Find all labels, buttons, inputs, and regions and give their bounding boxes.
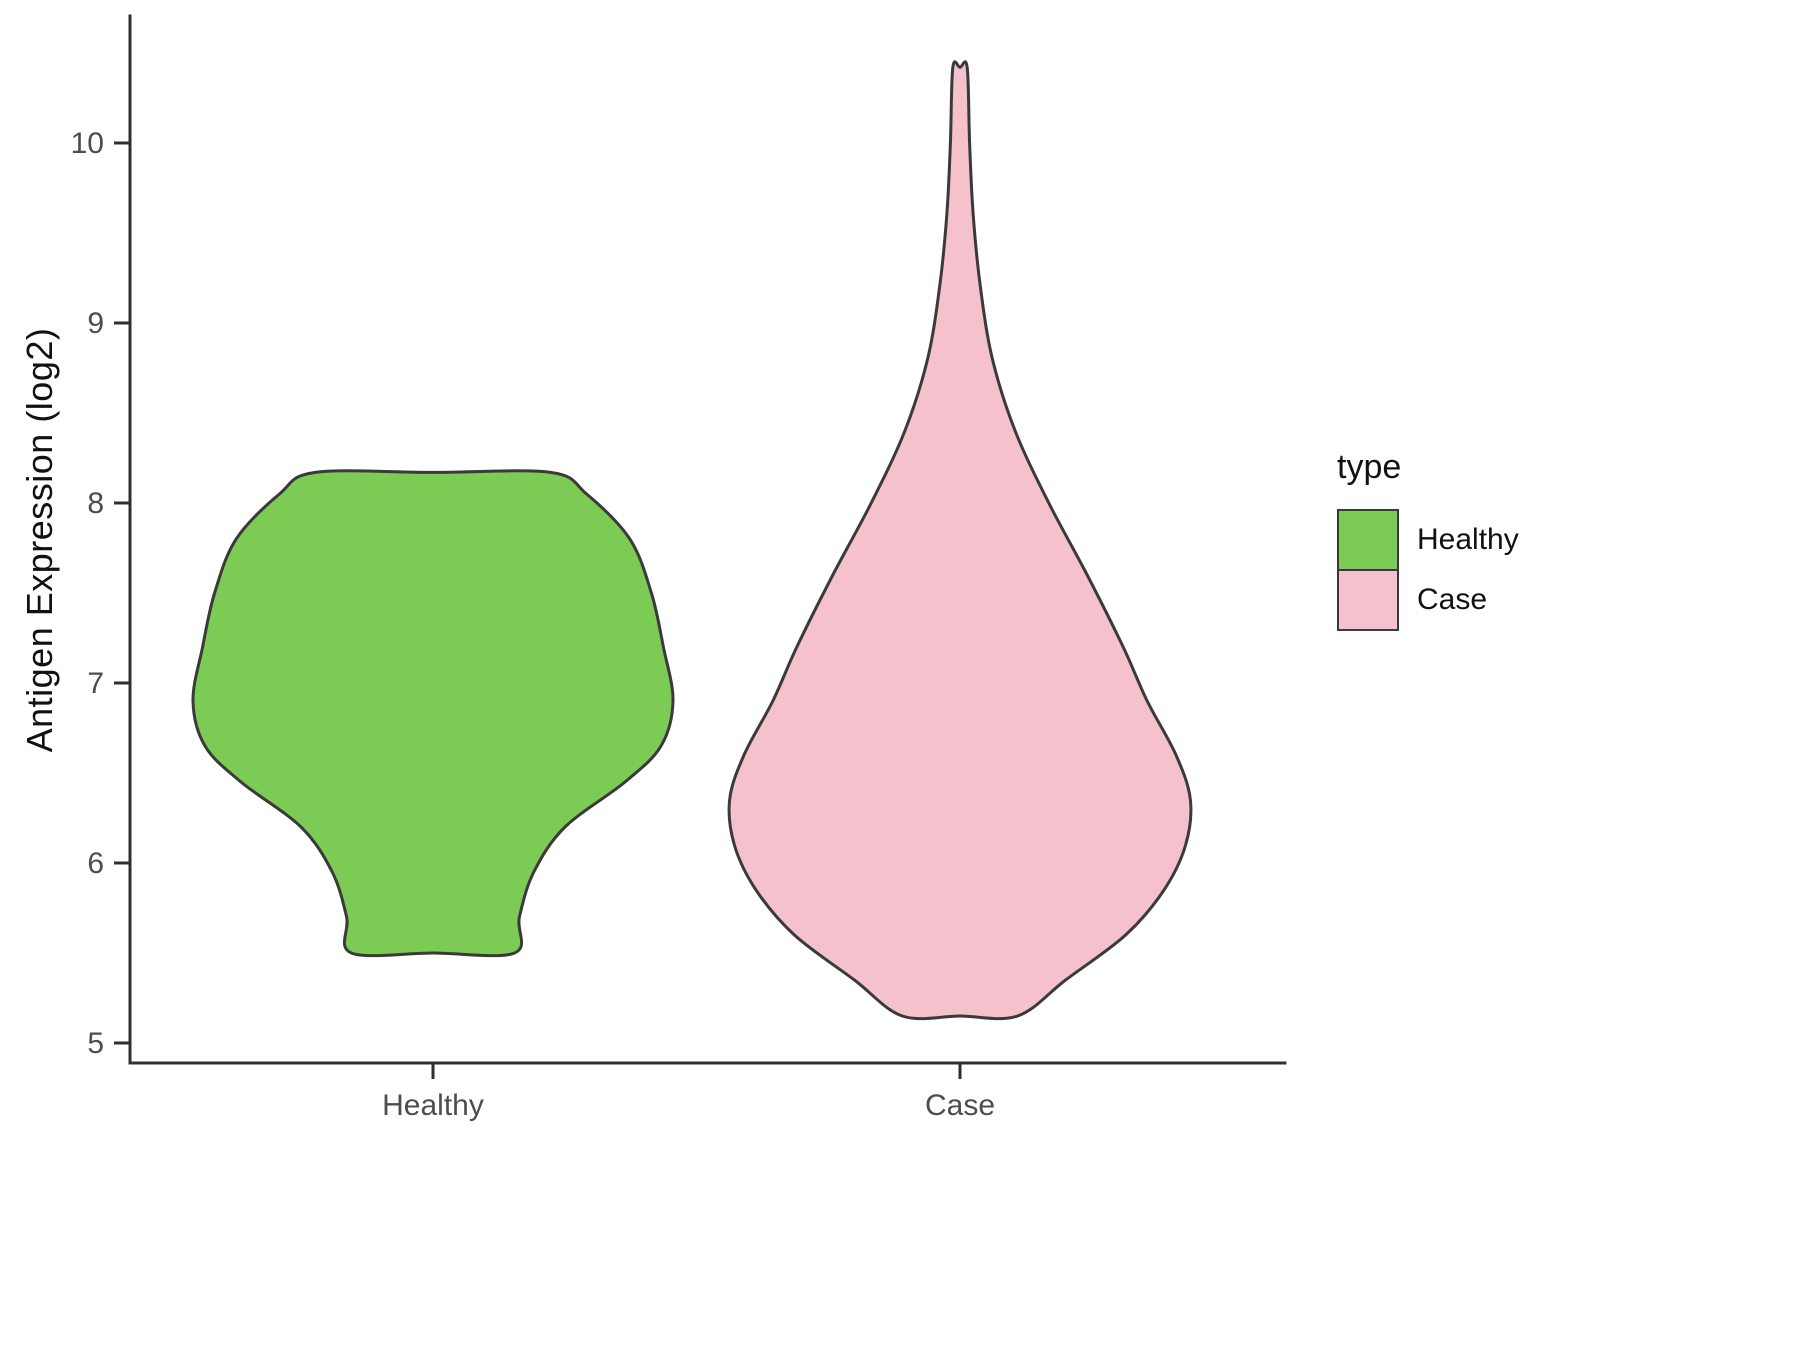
y-tick-label: 6 [87,847,104,880]
violin-case [727,60,1193,1021]
x-category-label: Healthy [382,1089,484,1122]
legend: type Healthy Case [1337,448,1519,631]
y-tick-label: 7 [87,667,104,700]
violin-healthy [191,469,675,958]
y-tick-label: 8 [87,487,104,520]
legend-label-case: Case [1417,583,1488,616]
y-tick-label: 10 [71,127,104,160]
legend-swatch-healthy [1337,509,1399,571]
x-category-label: Case [925,1089,995,1122]
legend-title: type [1337,448,1402,486]
y-tick-label: 9 [87,307,104,340]
legend-swatch-case [1337,569,1399,631]
legend-item-case: Case [1337,569,1519,631]
legend-item-healthy: Healthy [1337,509,1519,571]
y-tick-label: 5 [87,1027,104,1060]
legend-label-healthy: Healthy [1417,523,1519,556]
y-axis-title: Antigen Expression (log2) [19,327,60,753]
